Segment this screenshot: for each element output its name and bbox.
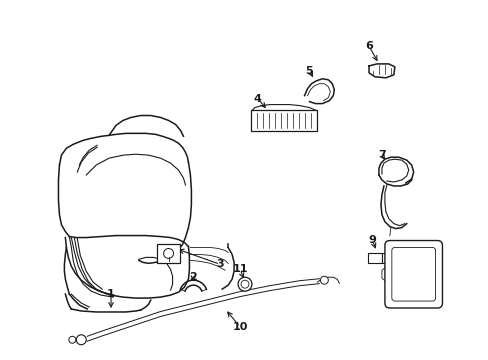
Circle shape	[69, 336, 76, 343]
Circle shape	[238, 277, 251, 291]
FancyBboxPatch shape	[250, 109, 317, 131]
Circle shape	[241, 280, 248, 288]
Text: 1: 1	[107, 289, 115, 299]
Circle shape	[76, 335, 86, 345]
FancyBboxPatch shape	[381, 253, 393, 264]
Text: 4: 4	[253, 94, 261, 104]
Text: 7: 7	[377, 150, 385, 160]
Text: 3: 3	[216, 259, 224, 269]
FancyBboxPatch shape	[391, 247, 435, 301]
FancyBboxPatch shape	[384, 240, 442, 308]
Text: 11: 11	[232, 264, 247, 274]
Text: 10: 10	[232, 322, 247, 332]
Text: 5: 5	[305, 66, 313, 76]
Text: 6: 6	[365, 41, 372, 51]
Circle shape	[163, 248, 173, 258]
Text: 9: 9	[367, 234, 375, 244]
Text: 8: 8	[429, 243, 436, 252]
Circle shape	[320, 276, 327, 284]
FancyBboxPatch shape	[156, 243, 180, 264]
FancyBboxPatch shape	[367, 253, 381, 264]
Text: 2: 2	[189, 272, 197, 282]
